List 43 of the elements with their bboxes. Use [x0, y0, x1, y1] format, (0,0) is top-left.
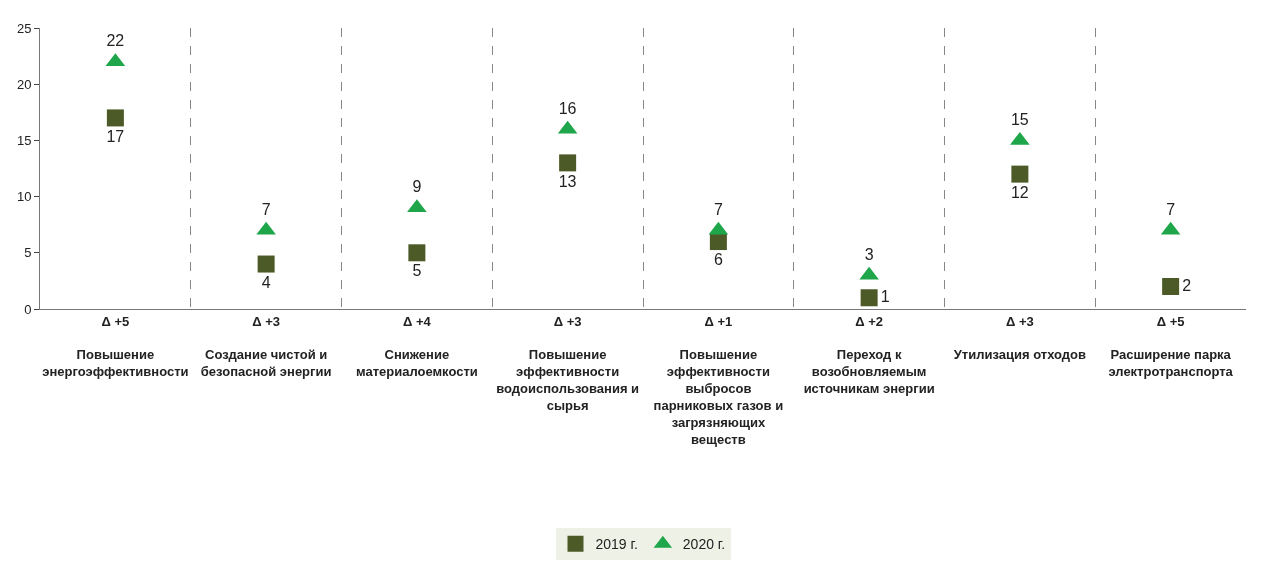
data-label: 4: [261, 273, 271, 291]
data-label: 5: [412, 262, 422, 280]
data-label: 2: [1182, 276, 1192, 294]
y-tick-label: 20: [16, 76, 32, 92]
data-label: 13: [558, 172, 577, 190]
data-label: 7: [1166, 200, 1176, 218]
legend-label: 2019 г.: [595, 536, 638, 553]
legend-label: 2020 г.: [682, 536, 726, 553]
category-label: Δ +3 Создание чистой и безопасной энергии: [200, 313, 332, 380]
data-label: 16: [558, 99, 577, 117]
category-label: Δ +3 Повышение эффективности водоиспользования и сырья: [496, 313, 640, 414]
category-label: Δ +5 Повышение энергоэффективности: [42, 313, 189, 380]
point: [1162, 278, 1180, 296]
data-label: 22: [106, 32, 125, 50]
y-tick-label: 10: [16, 189, 32, 205]
data-label: 15: [1010, 110, 1029, 128]
point: [257, 255, 275, 273]
y-tick-label: 25: [16, 20, 32, 36]
data-label: 6: [713, 251, 723, 269]
category-label: Δ +2 Переход к возобновляемым источникам энергии: [803, 313, 935, 397]
y-tick-label: 15: [16, 132, 32, 148]
data-label: 7: [261, 200, 271, 218]
point: [860, 289, 878, 307]
point: [256, 221, 276, 235]
data-label: 1: [880, 287, 890, 305]
point: [407, 199, 427, 213]
category-label: Δ +4 Снижение материалоемкости: [355, 313, 478, 380]
data-label: 12: [1010, 183, 1029, 201]
data-label: 17: [106, 127, 125, 145]
point: [1010, 131, 1030, 145]
data-label: 7: [713, 200, 723, 218]
data-label: 3: [864, 245, 874, 263]
category-label: Δ +5 Расширение парка электротранспорта: [1108, 313, 1233, 380]
y-tick-label: 0: [24, 301, 32, 317]
point: [1011, 165, 1029, 183]
point: [106, 109, 124, 127]
point: [408, 244, 426, 262]
point: [859, 266, 879, 280]
point: [559, 154, 577, 172]
category-label: Δ +1 Повышение эффективности выбросов парниковых газов и загрязняющих веществ: [653, 313, 784, 447]
y-tick-label: 5: [24, 245, 32, 261]
data-label: 9: [412, 178, 422, 196]
category-label: Δ +3 Утилизация отходов: [953, 313, 1087, 363]
